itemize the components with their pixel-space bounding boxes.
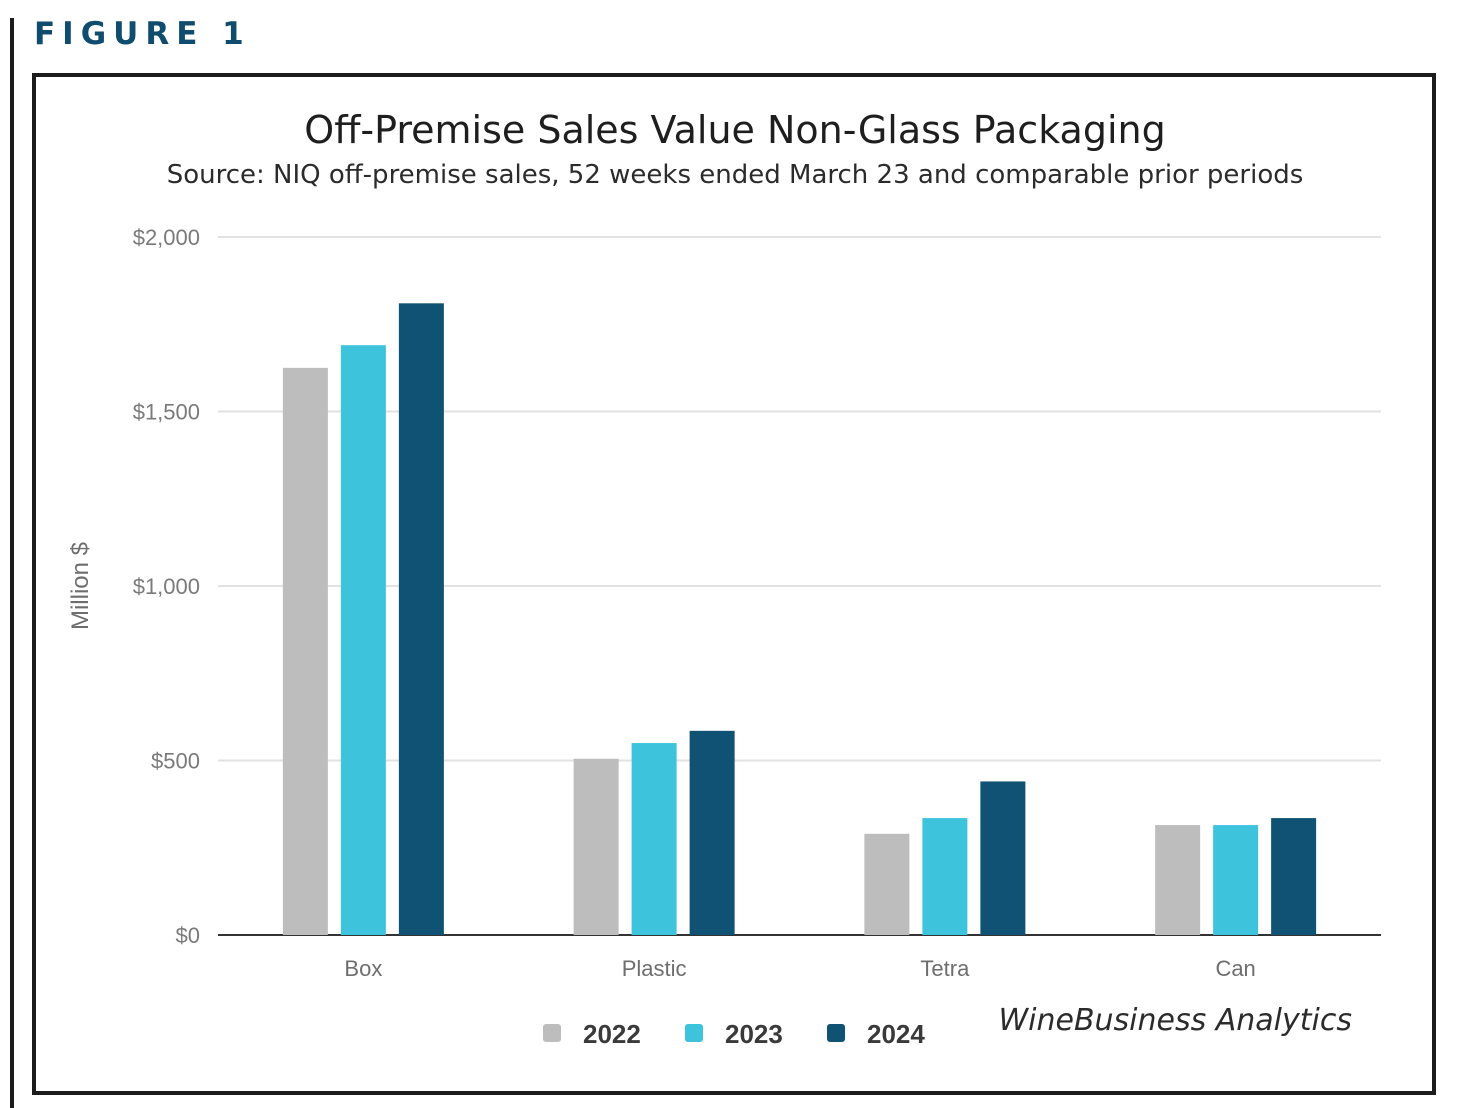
legend-swatch — [685, 1024, 703, 1042]
x-axis-labels: Box Plastic Tetra Can — [344, 956, 1255, 981]
bar-box-2024 — [398, 303, 444, 935]
credit-text: WineBusiness Analytics — [998, 1003, 1352, 1038]
bar-tetra-2023 — [922, 818, 968, 935]
bar-plastic-2023 — [631, 743, 677, 935]
legend: 2022 2023 2024 — [543, 1019, 925, 1049]
legend-label: 2023 — [725, 1019, 783, 1049]
y-axis-ticks: $0 $500 $1,000 $1,500 $2,000 — [133, 225, 200, 948]
y-tick-label: $500 — [151, 749, 200, 774]
y-tick-label: $0 — [176, 923, 200, 948]
figure-label: FIGURE 1 — [34, 16, 251, 52]
bar-plastic-2024 — [689, 730, 735, 935]
y-tick-label: $1,000 — [133, 574, 200, 599]
chart-subtitle: Source: NIQ off-premise sales, 52 weeks … — [167, 160, 1304, 190]
y-axis-label: Million $ — [67, 542, 94, 630]
bar-tetra-2022 — [864, 833, 910, 935]
x-tick-label: Box — [344, 956, 382, 981]
legend-swatch — [543, 1024, 561, 1042]
bar-can-2024 — [1271, 818, 1317, 935]
x-tick-label: Tetra — [920, 956, 970, 981]
chart-title: Off-Premise Sales Value Non-Glass Packag… — [304, 108, 1165, 152]
x-tick-label: Plastic — [622, 956, 687, 981]
bar-can-2022 — [1155, 825, 1201, 935]
y-tick-label: $2,000 — [133, 225, 200, 250]
y-tick-label: $1,500 — [133, 400, 200, 425]
bar-box-2022 — [282, 367, 328, 935]
legend-label: 2022 — [583, 1019, 641, 1049]
x-tick-label: Can — [1215, 956, 1255, 981]
gridlines — [218, 236, 1381, 936]
bar-can-2023 — [1213, 825, 1259, 935]
legend-label: 2024 — [867, 1019, 925, 1049]
bar-box-2023 — [340, 345, 386, 935]
bar-tetra-2024 — [980, 781, 1026, 935]
legend-swatch — [827, 1024, 845, 1042]
left-rule — [10, 18, 14, 1108]
bar-plastic-2022 — [573, 758, 619, 935]
bars — [282, 303, 1317, 935]
